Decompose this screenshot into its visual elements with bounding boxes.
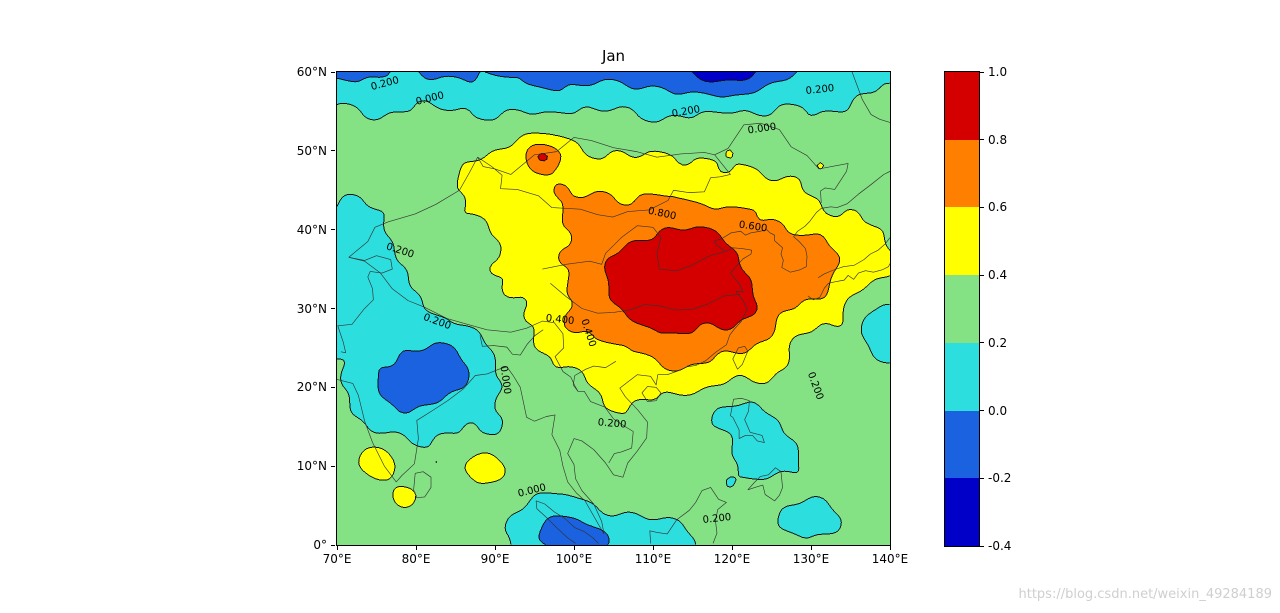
y-tick-label: 10°N (296, 459, 327, 474)
colorbar-segment (945, 72, 979, 140)
y-tick-label: 50°N (296, 143, 327, 158)
colorbar-segment (945, 342, 979, 411)
x-tick-label: 140°E (871, 552, 909, 566)
x-tick-label: 70°E (322, 552, 352, 566)
colorbar-tick-mark (980, 410, 984, 412)
y-tick-label: 30°N (296, 301, 327, 316)
contour-plot-canvas (337, 72, 890, 545)
watermark-text: https://blog.csdn.net/weixin_49284189 (1018, 587, 1272, 602)
colorbar-tick-label: 1.0 (988, 65, 1008, 79)
y-tick-label: 60°N (296, 65, 327, 79)
x-tick-mark (652, 546, 654, 550)
y-tick-mark (331, 71, 335, 73)
x-tick-label: 80°E (401, 552, 431, 566)
y-tick-mark (331, 544, 335, 546)
colorbar-segment (945, 275, 979, 343)
colorbar-tick-mark (980, 139, 984, 141)
y-tick-label: 0° (313, 538, 327, 552)
plot-area: 0.200 0.000 0.200 0.000 0.200 0.800 0.600 0.200… (336, 71, 891, 546)
y-tick-label: 40°N (296, 222, 327, 237)
x-tick-label: 130°E (792, 552, 830, 566)
colorbar-tick-label: 0.2 (988, 335, 1008, 350)
x-tick-mark (573, 546, 575, 550)
x-tick-mark (731, 546, 733, 550)
colorbar-segment (945, 410, 979, 479)
colorbar-tick-mark (980, 477, 984, 479)
y-tick-mark (331, 386, 335, 388)
colorbar-tick-label: 0.6 (988, 200, 1008, 215)
colorbar-segment (945, 478, 979, 547)
colorbar-tick-label: 0.8 (988, 132, 1008, 147)
x-tick-mark (810, 546, 812, 550)
y-tick-mark (331, 150, 335, 152)
colorbar (944, 71, 980, 547)
colorbar-tick-mark (980, 545, 984, 547)
colorbar-segment (945, 207, 979, 276)
y-tick-mark (331, 465, 335, 467)
plot-title: Jan (601, 47, 626, 65)
x-tick-label: 90°E (480, 552, 510, 566)
x-tick-mark (889, 546, 891, 550)
x-tick-label: 110°E (634, 552, 672, 566)
x-tick-label: 120°E (713, 552, 751, 566)
colorbar-tick-label: 0.0 (988, 403, 1008, 418)
colorbar-tick-mark (980, 342, 984, 344)
colorbar-tick-label: -0.2 (988, 471, 1012, 486)
y-tick-label: 20°N (296, 380, 327, 395)
x-tick-mark (336, 546, 338, 550)
y-tick-mark (331, 229, 335, 231)
colorbar-tick-label: -0.4 (988, 539, 1012, 553)
colorbar-segment (945, 139, 979, 208)
colorbar-tick-mark (980, 274, 984, 276)
colorbar-tick-mark (980, 71, 984, 73)
x-tick-mark (494, 546, 496, 550)
y-tick-mark (331, 308, 335, 309)
x-tick-label: 100°E (555, 552, 593, 566)
colorbar-tick-label: 0.4 (988, 268, 1008, 283)
x-tick-mark (415, 546, 417, 550)
colorbar-tick-mark (980, 206, 984, 208)
